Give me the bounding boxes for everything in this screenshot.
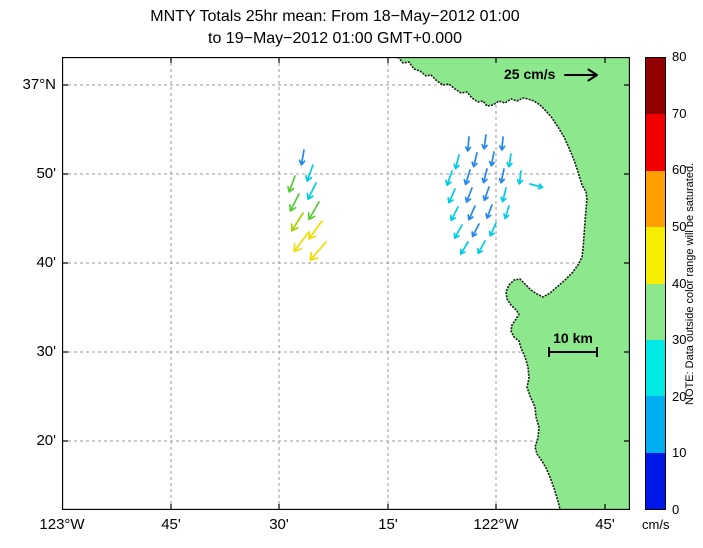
current-vector <box>464 187 473 203</box>
current-vector <box>471 152 478 168</box>
x-axis-tick-label: 30' <box>269 516 289 533</box>
current-vector <box>305 164 314 182</box>
map-plot-area <box>62 57 630 510</box>
colorbar-segment <box>646 283 665 340</box>
current-vector <box>485 204 493 219</box>
coastline-landmass <box>397 57 630 510</box>
colorbar-unit-label: cm/s <box>642 517 670 532</box>
colorbar-tick-label: 10 <box>672 445 687 461</box>
colorbar-segment <box>646 396 665 453</box>
y-axis-tick-label: 20' <box>36 432 56 449</box>
current-vector <box>309 241 327 261</box>
colorbar-tick-label: 80 <box>672 49 687 64</box>
current-vector <box>467 205 476 221</box>
current-vector <box>529 183 544 190</box>
current-vector <box>482 186 490 202</box>
current-vector <box>488 222 497 237</box>
current-vector <box>477 240 486 255</box>
colorbar-tick-label: 0 <box>672 502 680 517</box>
current-vector <box>481 134 488 150</box>
current-vector <box>516 170 524 185</box>
x-axis-tick-label: 45' <box>161 516 181 533</box>
y-axis-tick-label: 50' <box>36 165 56 182</box>
current-vector <box>481 168 488 184</box>
colorbar-segment <box>646 452 665 509</box>
x-axis-tick-label: 15' <box>378 516 398 533</box>
reference-vector-label: 25 cm/s <box>504 66 556 82</box>
x-axis-tick-label: 123°W <box>39 516 85 533</box>
y-axis-tick-label: 37°N <box>22 76 56 93</box>
colorbar-tick-label: 60 <box>672 162 687 178</box>
colorbar-tick-label: 20 <box>672 388 687 404</box>
colorbar-segment <box>646 227 665 284</box>
current-vector <box>500 187 507 203</box>
colorbar-tick-label: 70 <box>672 105 687 121</box>
colorbar-tick-label: 50 <box>672 218 687 234</box>
colorbar <box>645 57 666 510</box>
x-axis-tick-label: 45' <box>595 516 615 533</box>
current-vector <box>498 136 506 151</box>
current-vector <box>307 201 320 221</box>
current-vector <box>503 205 510 220</box>
current-vector <box>308 220 323 240</box>
x-axis-tick-label: 122°W <box>473 516 519 533</box>
plot-frame <box>62 57 630 510</box>
current-vector <box>287 175 296 193</box>
colorbar-segment <box>646 114 665 171</box>
current-vector <box>459 241 469 255</box>
current-vector <box>449 206 459 222</box>
current-vector <box>453 154 460 170</box>
current-vector <box>464 136 472 152</box>
colorbar-segment <box>646 58 665 115</box>
current-vector <box>488 151 496 167</box>
y-axis-tick-label: 40' <box>36 254 56 271</box>
current-vector <box>445 170 453 187</box>
current-vector <box>506 153 513 168</box>
current-vector <box>288 193 300 212</box>
current-vector <box>447 188 456 204</box>
plot-title: MNTY Totals 25hr mean: From 18−May−2012 … <box>35 6 635 50</box>
current-vector <box>463 169 471 186</box>
colorbar-tick-label: 40 <box>672 275 687 291</box>
plot-title-line2: to 19−May−2012 01:00 GMT+0.000 <box>208 30 462 47</box>
current-vector <box>290 212 304 232</box>
current-vector <box>306 182 317 201</box>
current-vector <box>453 224 463 239</box>
y-axis-tick-label: 30' <box>36 343 56 360</box>
current-vector <box>298 149 306 166</box>
plot-title-line1: MNTY Totals 25hr mean: From 18−May−2012 … <box>150 8 520 25</box>
scale-bar-label: 10 km <box>553 330 593 346</box>
current-vector <box>498 168 506 184</box>
current-vector <box>293 232 309 253</box>
colorbar-tick-label: 30 <box>672 332 687 348</box>
current-vector <box>471 223 480 238</box>
colorbar-segment <box>646 170 665 228</box>
colorbar-segment <box>646 339 665 397</box>
current-vector <box>564 68 598 82</box>
scale-bar <box>548 347 598 357</box>
